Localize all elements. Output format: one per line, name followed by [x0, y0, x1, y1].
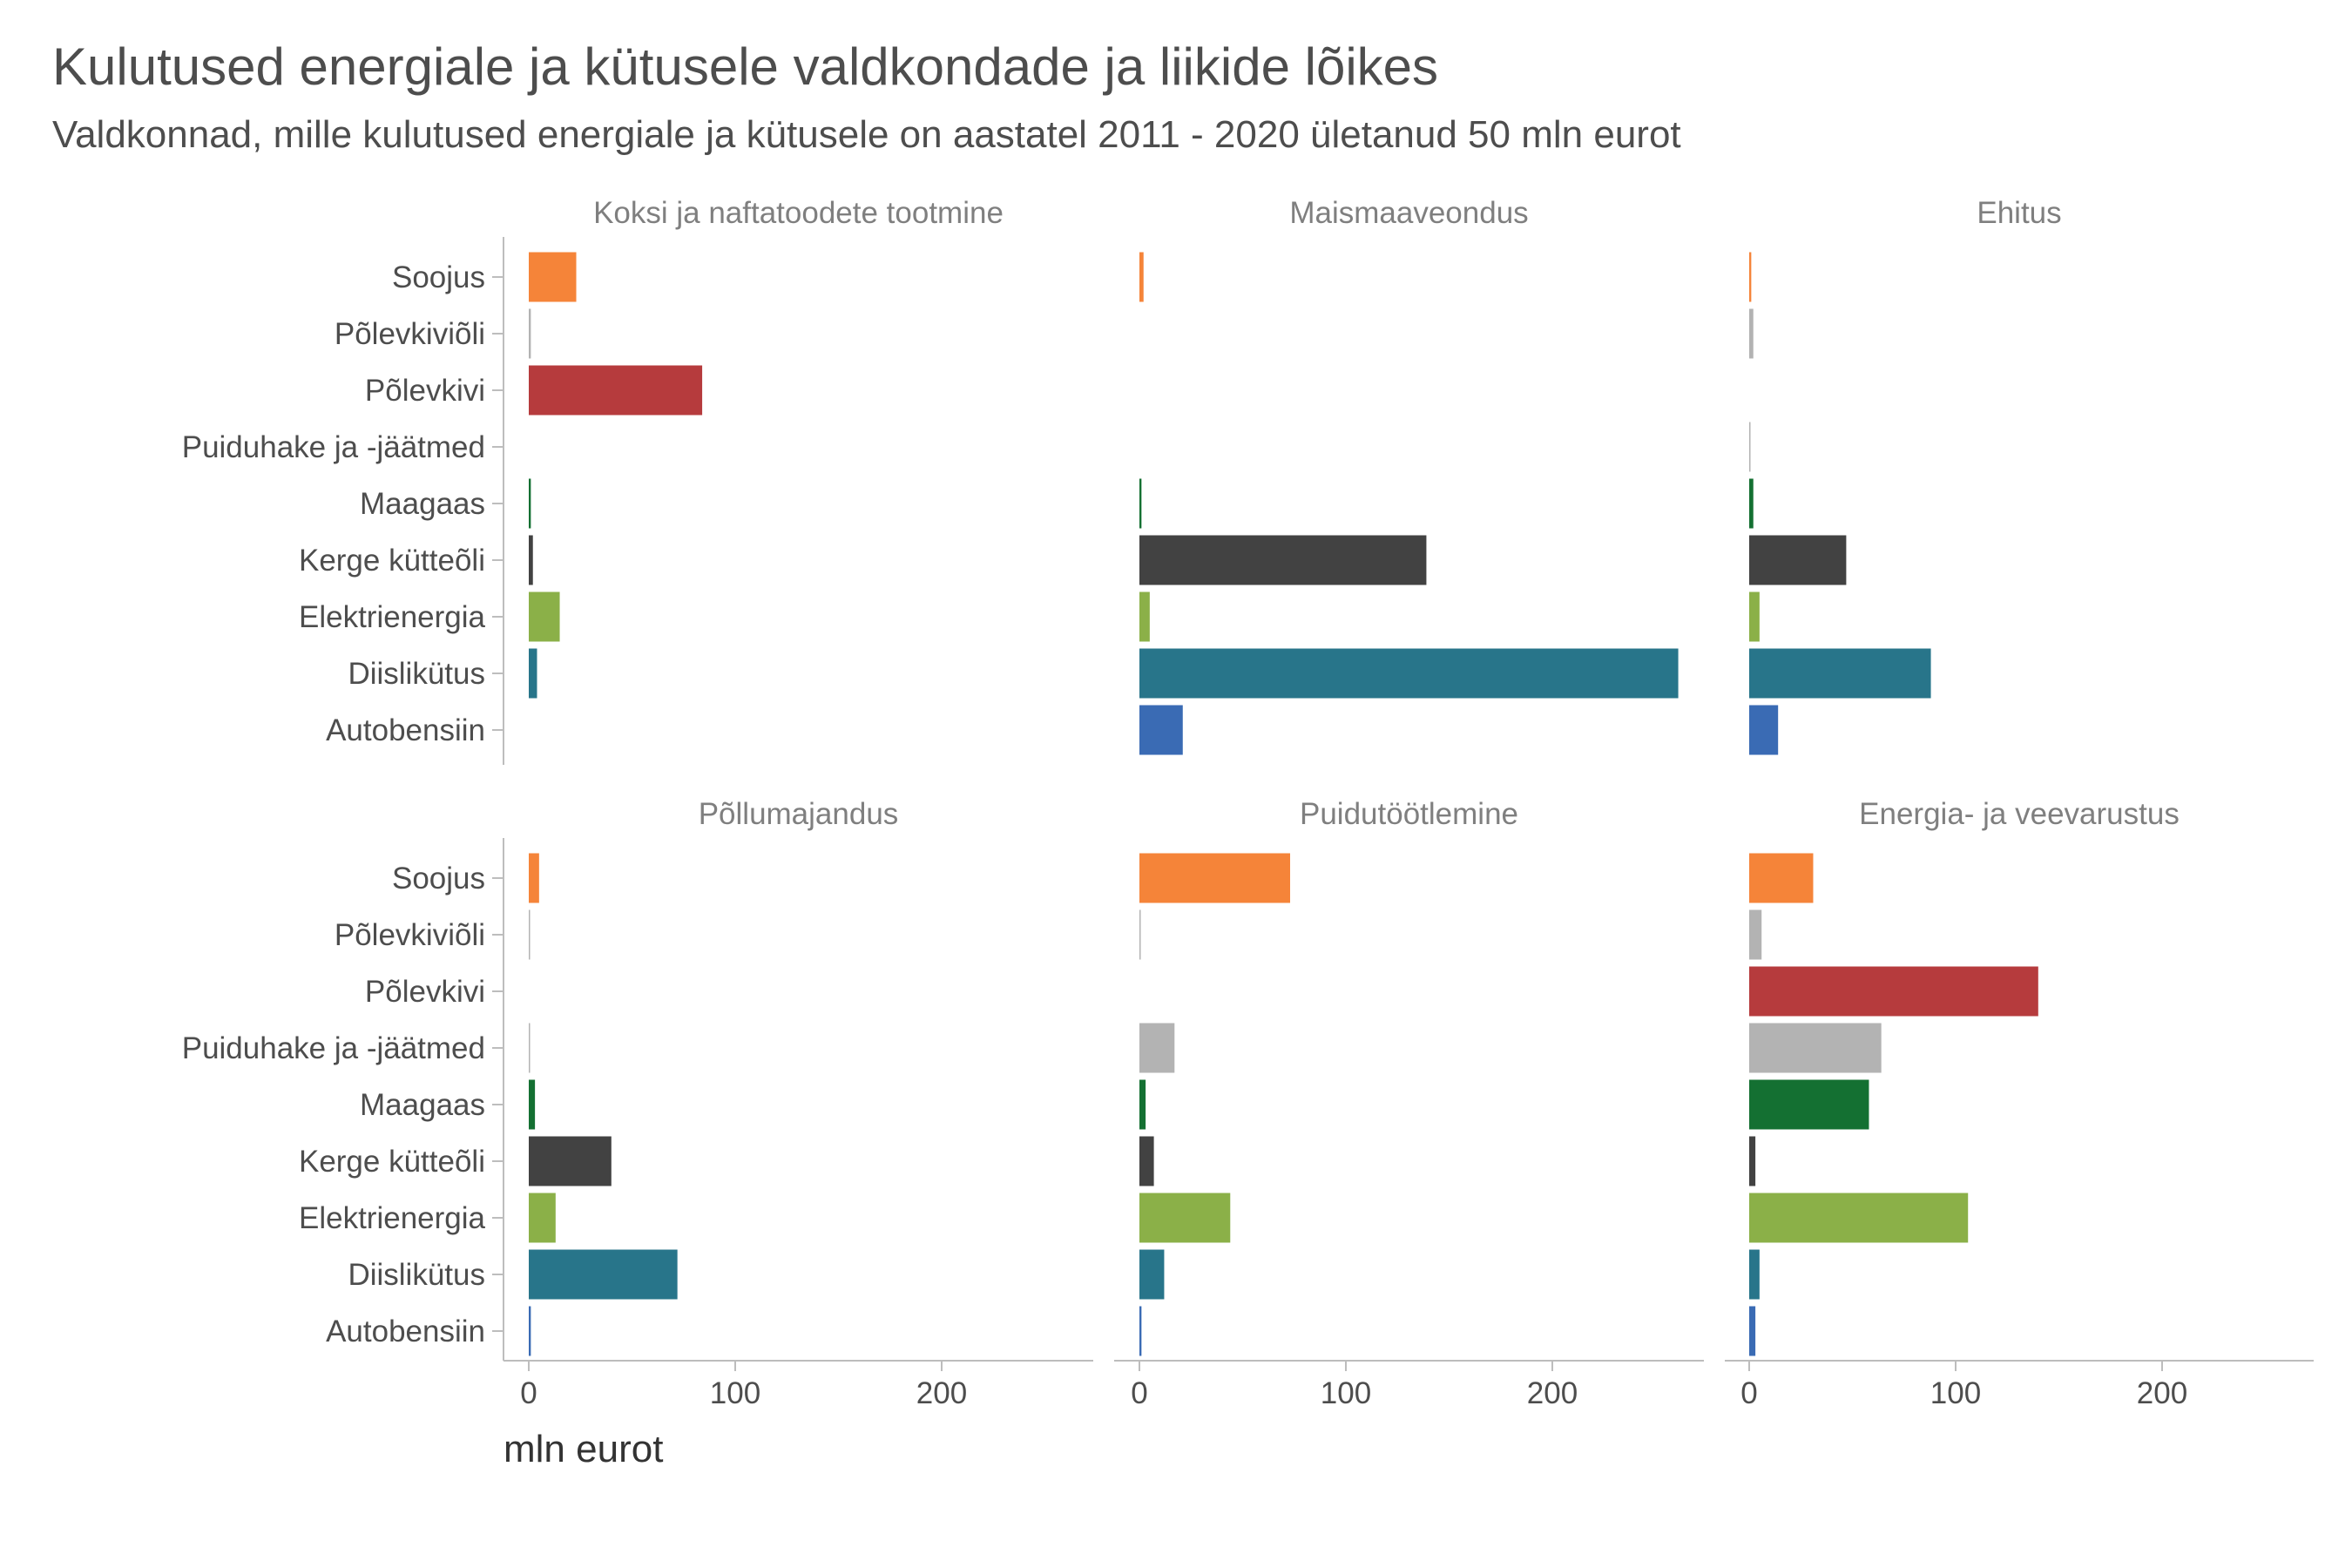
x-tick-label: 100 [1930, 1376, 1981, 1410]
x-tick-label: 100 [710, 1376, 760, 1410]
x-tick-label: 200 [1527, 1376, 1578, 1410]
bar-energia-ja-veevarustus-soojus [1749, 853, 1814, 903]
bar-energia-ja-veevarustus-polevkivioli [1749, 909, 1762, 960]
bar-koksi-ja-naftatoodete-tootmine-kerge-kutteoli [529, 535, 533, 585]
bar-pollumajandus-maagaas [529, 1079, 536, 1130]
bar-energia-ja-veevarustus-maagaas [1749, 1079, 1869, 1130]
bar-koksi-ja-naftatoodete-tootmine-diislikutus [529, 648, 537, 699]
bar-pollumajandus-kerge-kutteoli [529, 1136, 612, 1186]
y-tick-label-diislikutus: Diislikütus [348, 1258, 485, 1292]
bar-energia-ja-veevarustus-polevkivi [1749, 966, 2038, 1017]
bar-ehitus-elektrienergia [1749, 591, 1760, 642]
y-tick-label-elektrienergia: Elektrienergia [299, 600, 486, 634]
bar-maismaaveondus-soojus [1139, 252, 1144, 302]
bar-ehitus-puiduhake-ja-jaatmed [1749, 422, 1751, 472]
y-tick-label-polevkivioli: Põlevkiviõli [335, 918, 485, 952]
x-tick-label: 0 [520, 1376, 537, 1410]
x-tick-label: 200 [2137, 1376, 2187, 1410]
bar-puidutootlemine-soojus [1139, 853, 1291, 903]
bar-pollumajandus-polevkivioli [529, 909, 531, 960]
bar-koksi-ja-naftatoodete-tootmine-soojus [529, 252, 577, 302]
y-tick-label-soojus: Soojus [392, 862, 485, 896]
bar-koksi-ja-naftatoodete-tootmine-maagaas [529, 478, 531, 529]
y-tick-label-autobensiin: Autobensiin [326, 713, 485, 747]
bar-pollumajandus-puiduhake-ja-jaatmed [529, 1023, 531, 1073]
bar-pollumajandus-elektrienergia [529, 1193, 556, 1243]
bar-pollumajandus-soojus [529, 853, 539, 903]
bar-puidutootlemine-elektrienergia [1139, 1193, 1231, 1243]
bar-puidutootlemine-puiduhake-ja-jaatmed [1139, 1023, 1175, 1073]
bar-maismaaveondus-diislikutus [1139, 648, 1679, 699]
y-tick-label-soojus: Soojus [392, 260, 485, 294]
bar-pollumajandus-diislikutus [529, 1249, 678, 1300]
x-axis-title: mln eurot [504, 1428, 663, 1470]
bar-puidutootlemine-diislikutus [1139, 1249, 1165, 1300]
bar-puidutootlemine-kerge-kutteoli [1139, 1136, 1154, 1186]
x-tick-label: 100 [1321, 1376, 1371, 1410]
bar-koksi-ja-naftatoodete-tootmine-polevkivi [529, 365, 703, 416]
bar-ehitus-soojus [1749, 252, 1752, 302]
y-tick-label-kerge-kutteoli: Kerge kütteõli [299, 544, 485, 578]
y-tick-label-maagaas: Maagaas [360, 1088, 485, 1122]
x-tick-label: 0 [1131, 1376, 1147, 1410]
bar-energia-ja-veevarustus-autobensiin [1749, 1306, 1756, 1356]
bar-ehitus-kerge-kutteoli [1749, 535, 1847, 585]
bar-maismaaveondus-elektrienergia [1139, 591, 1150, 642]
bar-koksi-ja-naftatoodete-tootmine-polevkivioli [529, 308, 531, 359]
facet-title-maismaaveondus: Maismaaveondus [1289, 196, 1528, 230]
facet-title-ehitus: Ehitus [1977, 196, 2061, 230]
facet-title-energia-ja-veevarustus: Energia- ja veevarustus [1859, 797, 2180, 831]
bar-energia-ja-veevarustus-diislikutus [1749, 1249, 1760, 1300]
bar-pollumajandus-autobensiin [529, 1306, 531, 1356]
chart-title: Kulutused energiale ja kütusele valdkond… [52, 37, 1439, 96]
y-tick-label-polevkivi: Põlevkivi [365, 374, 485, 408]
bar-ehitus-polevkivioli [1749, 308, 1754, 359]
y-tick-label-puiduhake-ja-jaatmed: Puiduhake ja -jäätmed [182, 430, 485, 464]
bar-maismaaveondus-autobensiin [1139, 705, 1183, 755]
y-tick-label-kerge-kutteoli: Kerge kütteõli [299, 1145, 485, 1179]
x-tick-label: 200 [916, 1376, 967, 1410]
facet-title-pollumajandus: Põllumajandus [699, 797, 899, 831]
y-tick-label-puiduhake-ja-jaatmed: Puiduhake ja -jäätmed [182, 1031, 485, 1065]
bar-puidutootlemine-autobensiin [1139, 1306, 1142, 1356]
bar-energia-ja-veevarustus-kerge-kutteoli [1749, 1136, 1756, 1186]
y-tick-label-maagaas: Maagaas [360, 487, 485, 521]
y-tick-label-polevkivioli: Põlevkiviõli [335, 317, 485, 351]
y-tick-label-polevkivi: Põlevkivi [365, 975, 485, 1009]
bar-energia-ja-veevarustus-puiduhake-ja-jaatmed [1749, 1023, 1882, 1073]
chart-subtitle: Valdkonnad, mille kulutused energiale ja… [52, 113, 1681, 156]
bar-puidutootlemine-polevkivioli [1139, 909, 1141, 960]
bar-puidutootlemine-maagaas [1139, 1079, 1146, 1130]
bar-ehitus-diislikutus [1749, 648, 1931, 699]
bar-maismaaveondus-maagaas [1139, 478, 1142, 529]
bar-ehitus-maagaas [1749, 478, 1754, 529]
facet-title-koksi-ja-naftatoodete-tootmine: Koksi ja naftatoodete tootmine [593, 196, 1004, 230]
bar-koksi-ja-naftatoodete-tootmine-elektrienergia [529, 591, 560, 642]
y-tick-label-elektrienergia: Elektrienergia [299, 1201, 486, 1235]
bar-maismaaveondus-kerge-kutteoli [1139, 535, 1427, 585]
facet-title-puidutootlemine: Puidutöötlemine [1300, 797, 1518, 831]
x-tick-label: 0 [1740, 1376, 1757, 1410]
y-tick-label-diislikutus: Diislikütus [348, 657, 485, 691]
bar-ehitus-autobensiin [1749, 705, 1779, 755]
bar-energia-ja-veevarustus-elektrienergia [1749, 1193, 1969, 1243]
y-tick-label-autobensiin: Autobensiin [326, 1315, 485, 1348]
